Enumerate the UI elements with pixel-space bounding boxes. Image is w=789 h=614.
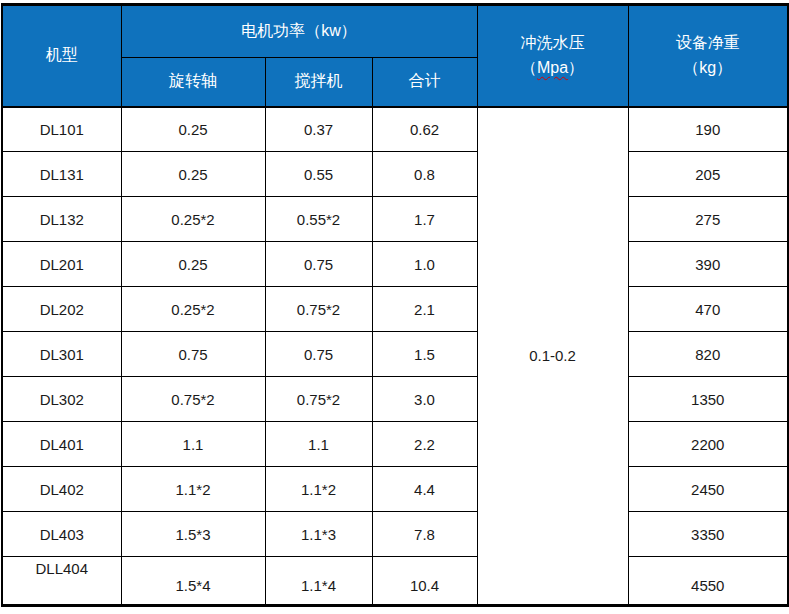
cell-total-power: 7.8 — [372, 512, 477, 557]
header-net-weight-line2: （kg） — [629, 56, 788, 81]
cell-model: DL301 — [2, 332, 121, 377]
cell-weight: 190 — [628, 107, 788, 152]
cell-shaft-power: 0.25 — [121, 107, 265, 152]
cell-total-power: 2.2 — [372, 422, 477, 467]
cell-shaft-power: 1.5*3 — [121, 512, 265, 557]
cell-total-power: 2.1 — [372, 287, 477, 332]
document-page: 机型 电机功率（kw） 冲洗水压 （Mpa） 设备净重 （kg） 旋转轴 — [0, 0, 789, 614]
cell-weight: 2450 — [628, 467, 788, 512]
cell-weight: 820 — [628, 332, 788, 377]
cell-mixer-power: 1.1*4 — [265, 557, 372, 606]
cell-shaft-power: 1.5*4 — [121, 557, 265, 606]
table-row: DL132 0.25*2 0.55*2 1.7 275 — [2, 197, 788, 242]
cell-total-power: 10.4 — [372, 557, 477, 606]
header-net-weight-line1: 设备净重 — [629, 31, 788, 56]
cell-total-power: 1.5 — [372, 332, 477, 377]
cell-mixer-power: 1.1*3 — [265, 512, 372, 557]
table-row: DL402 1.1*2 1.1*2 4.4 2450 — [2, 467, 788, 512]
table-row: DL301 0.75 0.75 1.5 820 — [2, 332, 788, 377]
cell-total-power: 1.0 — [372, 242, 477, 287]
header-total: 合计 — [372, 58, 477, 107]
cell-shaft-power: 0.25*2 — [121, 197, 265, 242]
cell-total-power: 0.8 — [372, 152, 477, 197]
cell-model: DL131 — [2, 152, 121, 197]
cell-shaft-power: 1.1*2 — [121, 467, 265, 512]
header-model: 机型 — [2, 5, 121, 107]
equipment-spec-table: 机型 电机功率（kw） 冲洗水压 （Mpa） 设备净重 （kg） 旋转轴 — [1, 3, 789, 607]
cell-weight: 470 — [628, 287, 788, 332]
cell-mixer-power: 0.55 — [265, 152, 372, 197]
cell-model: DL401 — [2, 422, 121, 467]
cell-shaft-power: 0.25 — [121, 242, 265, 287]
cell-shaft-power: 0.25*2 — [121, 287, 265, 332]
cell-model: DL101 — [2, 107, 121, 152]
paren-close: ） — [568, 59, 584, 76]
table-row: DL131 0.25 0.55 0.8 205 — [2, 152, 788, 197]
cell-shaft-power: 0.75 — [121, 332, 265, 377]
table-row: DLL404 1.5*4 1.1*4 10.4 4550 — [2, 557, 788, 606]
header-flush-pressure-line2: （Mpa） — [478, 56, 628, 81]
table-row: DL401 1.1 1.1 2.2 2200 — [2, 422, 788, 467]
cell-mixer-power: 0.75*2 — [265, 377, 372, 422]
cell-model: DL202 — [2, 287, 121, 332]
header-motor-power-group: 电机功率（kw） — [121, 5, 477, 58]
table-row: DL201 0.25 0.75 1.0 390 — [2, 242, 788, 287]
cell-weight: 3350 — [628, 512, 788, 557]
cell-weight: 2200 — [628, 422, 788, 467]
header-mixer: 搅拌机 — [265, 58, 372, 107]
cell-mixer-power: 1.1 — [265, 422, 372, 467]
paren-open: （ — [521, 59, 537, 76]
table-row: DL202 0.25*2 0.75*2 2.1 470 — [2, 287, 788, 332]
table-header: 机型 电机功率（kw） 冲洗水压 （Mpa） 设备净重 （kg） 旋转轴 — [2, 5, 788, 107]
cell-shaft-power: 0.75*2 — [121, 377, 265, 422]
cell-weight: 1350 — [628, 377, 788, 422]
cell-mixer-power: 0.55*2 — [265, 197, 372, 242]
cell-total-power: 1.7 — [372, 197, 477, 242]
cell-model: DLL404 — [2, 557, 121, 606]
cell-mixer-power: 0.37 — [265, 107, 372, 152]
cell-shaft-power: 0.25 — [121, 152, 265, 197]
cell-flush-pressure-merged: 0.1-0.2 — [477, 107, 628, 606]
cell-total-power: 3.0 — [372, 377, 477, 422]
header-rotating-shaft: 旋转轴 — [121, 58, 265, 107]
cell-mixer-power: 0.75 — [265, 242, 372, 287]
table-body: DL101 0.25 0.37 0.62 0.1-0.2 190 DL131 0… — [2, 107, 788, 606]
cell-model: DL201 — [2, 242, 121, 287]
cell-weight: 390 — [628, 242, 788, 287]
cell-total-power: 0.62 — [372, 107, 477, 152]
cell-total-power: 4.4 — [372, 467, 477, 512]
cell-mixer-power: 0.75 — [265, 332, 372, 377]
cell-weight: 205 — [628, 152, 788, 197]
header-net-weight: 设备净重 （kg） — [628, 5, 788, 107]
cell-mixer-power: 0.75*2 — [265, 287, 372, 332]
cell-weight: 4550 — [628, 557, 788, 606]
cell-model: DL402 — [2, 467, 121, 512]
cell-model: DL403 — [2, 512, 121, 557]
table-row: DL403 1.5*3 1.1*3 7.8 3350 — [2, 512, 788, 557]
cell-shaft-power: 1.1 — [121, 422, 265, 467]
cell-model: DL302 — [2, 377, 121, 422]
header-flush-pressure: 冲洗水压 （Mpa） — [477, 5, 628, 107]
table-row: DL302 0.75*2 0.75*2 3.0 1350 — [2, 377, 788, 422]
header-flush-pressure-line1: 冲洗水压 — [478, 31, 628, 56]
cell-mixer-power: 1.1*2 — [265, 467, 372, 512]
cell-weight: 275 — [628, 197, 788, 242]
misspelled-word-mpa: Mpa — [537, 59, 568, 76]
cell-model: DL132 — [2, 197, 121, 242]
table-row: DL101 0.25 0.37 0.62 0.1-0.2 190 — [2, 107, 788, 152]
